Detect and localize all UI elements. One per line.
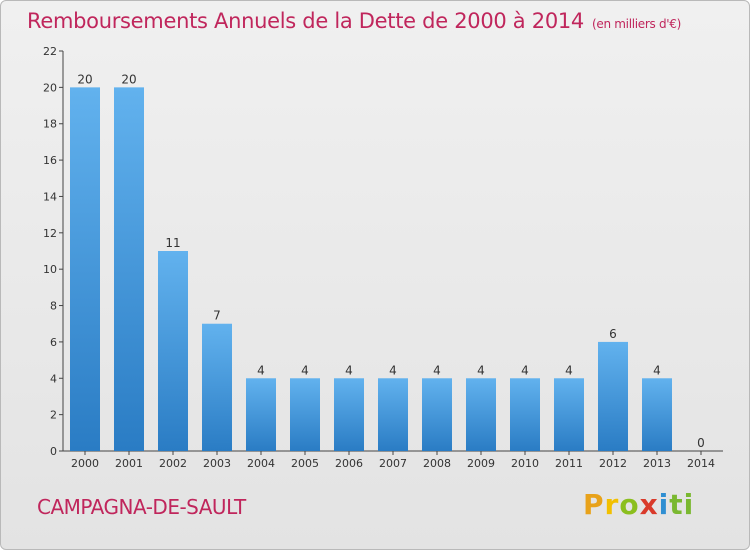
data-label-2000: 20 <box>77 72 92 86</box>
commune-name: CAMPAGNA-DE-SAULT <box>37 495 246 519</box>
y-tick-label: 6 <box>50 336 57 349</box>
x-tick-label: 2004 <box>247 457 275 470</box>
data-label-2005: 4 <box>301 363 309 377</box>
logo-letter: r <box>604 488 620 521</box>
bar-2006 <box>334 378 364 451</box>
y-tick-label: 10 <box>43 263 57 276</box>
x-tick-label: 2012 <box>599 457 627 470</box>
logo-letter: ti <box>669 488 695 521</box>
data-label-2012: 6 <box>609 327 617 341</box>
x-tick-label: 2003 <box>203 457 231 470</box>
bar-2001 <box>114 87 144 451</box>
data-label-2010: 4 <box>521 363 529 377</box>
x-tick-label: 2005 <box>291 457 319 470</box>
bar-2007 <box>378 378 408 451</box>
data-label-2011: 4 <box>565 363 573 377</box>
y-tick-label: 22 <box>43 45 57 58</box>
bar-2013 <box>642 378 672 451</box>
chart-subtitle: (en milliers d'€) <box>592 17 682 31</box>
y-tick-label: 18 <box>43 118 57 131</box>
bar-2008 <box>422 378 452 451</box>
y-tick-label: 16 <box>43 154 57 167</box>
y-tick-label: 20 <box>43 81 57 94</box>
chart-title: Remboursements Annuels de la Dette de 20… <box>27 9 681 33</box>
bar-2010 <box>510 378 540 451</box>
bar-2011 <box>554 378 584 451</box>
y-tick-label: 12 <box>43 227 57 240</box>
bar-2003 <box>202 323 232 451</box>
x-tick-label: 2002 <box>159 457 187 470</box>
bar-2012 <box>598 341 628 451</box>
logo-letter: P <box>583 488 605 521</box>
x-tick-label: 2008 <box>423 457 451 470</box>
logo-letter: x <box>639 488 659 521</box>
data-label-2006: 4 <box>345 363 353 377</box>
data-label-2003: 7 <box>213 309 221 323</box>
chart-bars: 20 20 11 7 4 4 4 4 4 4 4 4 6 4 0 <box>70 72 705 451</box>
data-label-2014: 0 <box>697 436 705 450</box>
x-tick-label: 2006 <box>335 457 363 470</box>
y-tick-label: 8 <box>50 300 57 313</box>
x-tick-label: 2007 <box>379 457 407 470</box>
data-label-2013: 4 <box>653 363 661 377</box>
bar-2009 <box>466 378 496 451</box>
x-tick-label: 2009 <box>467 457 495 470</box>
proxiti-logo: Proxiti <box>583 488 694 521</box>
logo-letter: i <box>658 488 670 521</box>
x-tick-label: 2000 <box>71 457 99 470</box>
data-label-2009: 4 <box>477 363 485 377</box>
data-label-2008: 4 <box>433 363 441 377</box>
y-tick-label: 2 <box>50 409 57 422</box>
y-tick-label: 4 <box>50 372 57 385</box>
x-tick-label: 2011 <box>555 457 583 470</box>
bar-2005 <box>290 378 320 451</box>
x-tick-label: 2010 <box>511 457 539 470</box>
x-tick-label: 2013 <box>643 457 671 470</box>
x-tick-label: 2014 <box>687 457 715 470</box>
data-label-2007: 4 <box>389 363 397 377</box>
data-label-2001: 20 <box>121 72 136 86</box>
data-label-2002: 11 <box>165 236 180 250</box>
bar-2004 <box>246 378 276 451</box>
bar-2000 <box>70 87 100 451</box>
logo-letter: o <box>619 488 640 521</box>
y-tick-label: 14 <box>43 190 57 203</box>
bar-2002 <box>158 251 188 451</box>
data-label-2004: 4 <box>257 363 265 377</box>
y-tick-label: 0 <box>50 445 57 458</box>
chart-title-text: Remboursements Annuels de la Dette de 20… <box>27 9 584 33</box>
x-tick-label: 2001 <box>115 457 143 470</box>
